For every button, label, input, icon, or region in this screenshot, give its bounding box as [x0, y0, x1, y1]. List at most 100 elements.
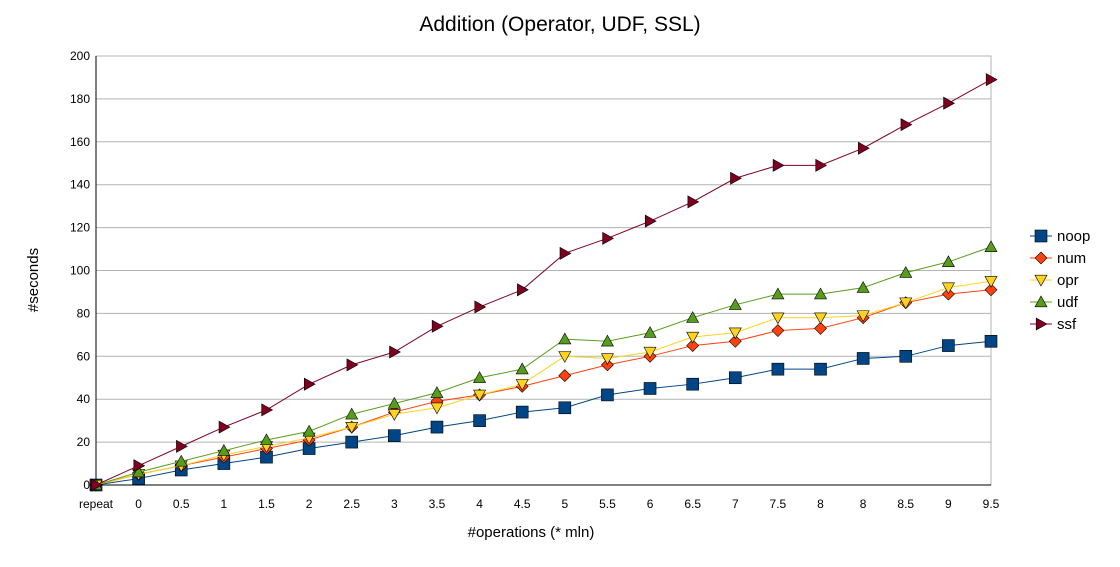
x-tick-label: 5 — [561, 497, 568, 511]
series-ssf — [90, 73, 998, 492]
data-point-udf — [387, 396, 401, 409]
y-tick-label: 60 — [77, 349, 91, 363]
x-tick-label: 4 — [476, 497, 483, 511]
data-point-udf — [728, 298, 742, 310]
data-point-opr — [899, 297, 913, 310]
y-tick-label: 200 — [70, 49, 90, 63]
data-point-opr — [345, 421, 359, 434]
data-point-num — [686, 339, 700, 352]
plot-area: 0 20 40 60 80 100 120 140 160 180 200 repeat 0 0.5 1 1.… — [70, 49, 1000, 511]
series-line-udf — [95, 246, 992, 486]
data-point-ssf — [858, 141, 870, 155]
data-point-num — [728, 334, 742, 348]
legend-item-opr: opr — [1030, 272, 1079, 289]
y-tick-label: 120 — [70, 221, 90, 235]
x-tick-label: 2 — [306, 497, 313, 511]
x-tick-label: 3.5 — [429, 497, 446, 511]
legend: noop num opr udf ssf — [1030, 228, 1090, 333]
x-tick-label: 4.5 — [514, 497, 531, 511]
data-point-noop — [942, 339, 955, 352]
data-point-num — [558, 369, 572, 383]
data-point-opr — [387, 409, 401, 421]
data-point-ssf — [985, 73, 998, 87]
data-point-opr — [600, 353, 614, 366]
data-point-noop — [430, 420, 444, 434]
data-point-opr — [941, 282, 955, 295]
data-point-udf — [643, 326, 657, 338]
legend-label: ssf — [1057, 316, 1077, 333]
data-point-noop — [388, 429, 401, 442]
data-point-ssf — [389, 345, 401, 359]
data-point-num — [771, 324, 785, 337]
data-point-ssf — [133, 459, 146, 473]
y-tick-label: 160 — [70, 135, 90, 149]
legend-label: num — [1057, 250, 1086, 267]
data-point-udf — [217, 444, 231, 456]
data-point-opr — [473, 389, 487, 402]
data-point-noop — [345, 435, 359, 449]
data-point-ssf — [261, 403, 274, 417]
data-point-udf — [984, 240, 998, 253]
y-tick-label: 80 — [77, 306, 91, 320]
data-point-noop — [643, 382, 657, 395]
y-tick-label: 0 — [83, 478, 90, 492]
data-point-ssf — [474, 300, 487, 314]
data-point-noop — [558, 401, 572, 415]
data-point-ssf — [431, 319, 444, 333]
data-point-ssf — [303, 377, 316, 391]
x-tick-label: 8 — [817, 497, 824, 511]
data-point-ssf — [218, 420, 231, 434]
data-point-ssf — [730, 171, 742, 185]
data-point-udf — [899, 266, 913, 278]
data-point-opr — [984, 276, 998, 288]
legend-label: udf — [1057, 294, 1079, 311]
x-tick-label: 7.5 — [770, 497, 787, 511]
data-point-udf — [430, 386, 444, 398]
series-line-noop — [95, 340, 992, 486]
x-tick-label: 9.5 — [983, 497, 1000, 511]
data-point-udf — [259, 433, 273, 446]
data-point-ssf — [559, 246, 572, 260]
data-point-ssf — [900, 118, 913, 132]
data-point-ssf — [602, 231, 615, 245]
legend-label: opr — [1057, 272, 1079, 289]
data-point-udf — [473, 371, 487, 383]
data-point-udf — [600, 334, 614, 347]
data-point-ssf — [90, 478, 103, 492]
legend-marker-num — [1034, 251, 1048, 265]
data-point-udf — [856, 281, 870, 293]
x-tick-label: 0.5 — [173, 497, 190, 511]
series-udf — [89, 240, 998, 491]
x-tick-label: 7 — [732, 497, 739, 511]
y-tick-label: 140 — [70, 178, 90, 192]
y-axis-label: #seconds — [25, 248, 42, 312]
x-tick-label: 9 — [945, 497, 952, 511]
series-line-opr — [95, 280, 992, 486]
legend-item-udf: udf — [1030, 294, 1079, 311]
data-point-num — [984, 283, 998, 297]
data-point-udf — [132, 465, 146, 478]
data-point-udf — [174, 454, 188, 467]
legend-item-ssf: ssf — [1030, 316, 1077, 333]
legend-label: noop — [1057, 228, 1090, 245]
x-tick-label: 0 — [135, 497, 142, 511]
data-point-noop — [856, 352, 870, 365]
chart-title: Addition (Operator, UDF, SSL) — [419, 13, 700, 36]
legend-marker-udf — [1034, 295, 1048, 308]
data-point-opr — [771, 312, 785, 325]
data-point-opr — [430, 402, 444, 415]
data-point-udf — [302, 424, 316, 437]
data-point-noop — [984, 334, 998, 348]
y-tick-label: 40 — [77, 392, 91, 406]
y-tick-label: 20 — [77, 435, 91, 449]
data-point-opr — [643, 346, 657, 359]
data-point-ssf — [176, 439, 188, 453]
x-tick-label: 5.5 — [599, 497, 616, 511]
y-tick-label: 100 — [70, 264, 90, 278]
data-point-opr — [686, 331, 700, 344]
data-point-opr — [515, 379, 529, 391]
data-point-udf — [814, 287, 828, 300]
series-line-num — [95, 289, 992, 486]
x-tick-label: repeat — [79, 497, 114, 511]
